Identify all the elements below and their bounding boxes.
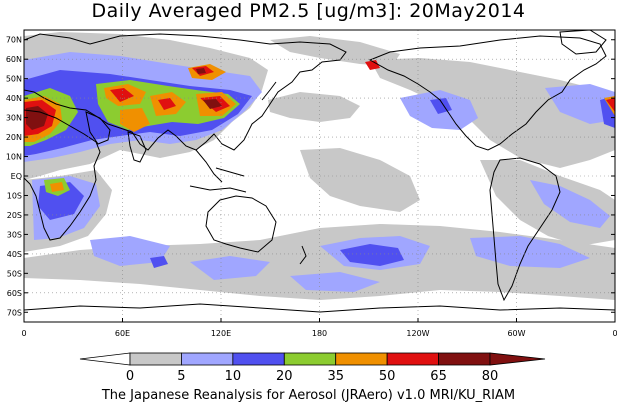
- colorbar-segment: [129, 352, 182, 366]
- lon-tick-label: 180: [312, 329, 327, 338]
- colorbar-label: 10: [225, 369, 242, 384]
- lon-tick-label: 120E: [211, 329, 231, 338]
- colorbar-segment: [181, 352, 234, 366]
- colorbar-segment: [283, 352, 337, 366]
- lon-tick-label: 60E: [115, 329, 130, 338]
- colorbar-label: 20: [276, 369, 293, 384]
- colorbar-segment: [232, 352, 285, 366]
- map-grid: [24, 30, 615, 322]
- colorbar-label: 50: [379, 369, 396, 384]
- lat-tick-label: 60N: [6, 55, 22, 64]
- colorbar: 0 5 10 20 35 50 65 80: [79, 352, 546, 384]
- colorbar-label: 0: [126, 369, 134, 384]
- lat-tick-label: 10N: [6, 153, 22, 162]
- lat-tick-label: EQ: [11, 172, 22, 181]
- coastlines: [24, 30, 615, 313]
- longitude-axis: 0 60E 120E 180 120W 60W 0: [21, 318, 617, 338]
- colorbar-label: 5: [177, 369, 185, 384]
- lat-tick-label: 70S: [7, 308, 22, 317]
- colorbar-label: 65: [430, 369, 447, 384]
- lon-tick-label: 0: [21, 329, 26, 338]
- colorbar-segment: [438, 352, 491, 366]
- colorbar-low-cap: [79, 352, 131, 366]
- colorbar-segment: [335, 352, 388, 366]
- latitude-axis: 70N 60N 50N 40N 30N 20N 10N EQ 10S 20S 30S 40S 50S 60…: [6, 36, 615, 317]
- colorbar-label: 35: [327, 369, 344, 384]
- lat-tick-label: 10S: [7, 191, 22, 200]
- lat-tick-label: 40S: [7, 250, 22, 259]
- lat-tick-label: 30N: [6, 114, 22, 123]
- lon-tick-label: 0: [612, 329, 617, 338]
- lat-tick-label: 60S: [7, 289, 22, 298]
- lat-tick-label: 50S: [7, 269, 22, 278]
- lat-tick-label: 30S: [7, 230, 22, 239]
- colorbar-segment: [386, 352, 439, 366]
- data-source-caption: The Japanese Reanalysis for Aerosol (JRA…: [101, 388, 516, 403]
- lat-tick-label: 50N: [6, 75, 22, 84]
- lon-tick-label: 120W: [406, 329, 429, 338]
- colorbar-high-cap: [489, 352, 546, 366]
- colorbar-label: 80: [482, 369, 499, 384]
- lat-tick-label: 20S: [7, 211, 22, 220]
- lat-tick-label: 70N: [6, 36, 22, 45]
- lat-tick-label: 20N: [6, 133, 22, 142]
- map-title: Daily Averaged PM2.5 [ug/m3]: 20May2014: [91, 0, 526, 22]
- lat-tick-label: 40N: [6, 94, 22, 103]
- lon-tick-label: 60W: [507, 329, 525, 338]
